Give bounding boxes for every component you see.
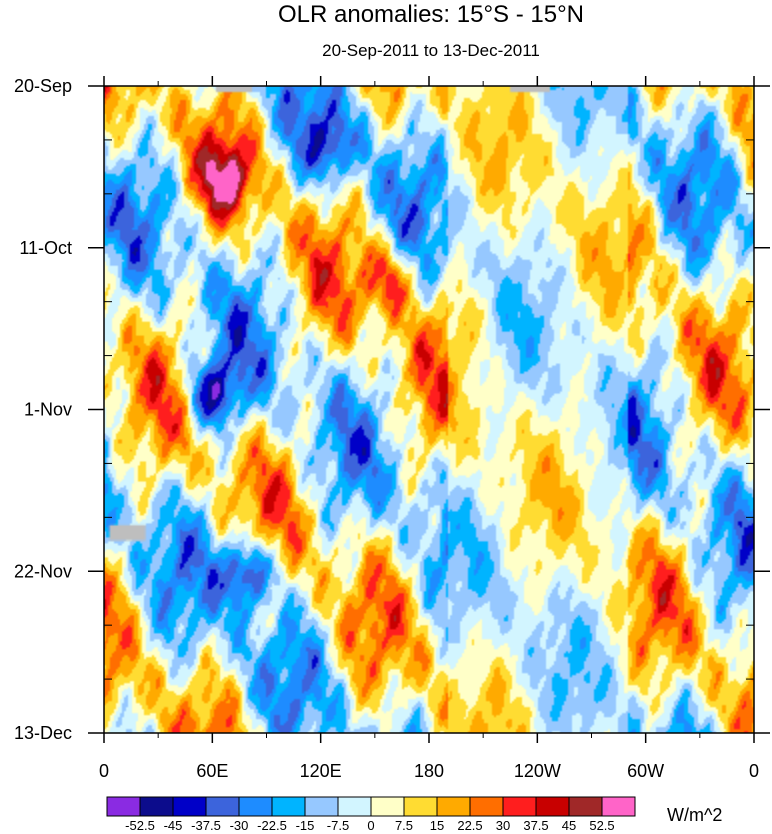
colorbar-label: 7.5 (395, 818, 413, 833)
x-tick-label: 60E (196, 761, 228, 781)
colorbar-label: -7.5 (327, 818, 349, 833)
colorbar-label: -45 (164, 818, 183, 833)
units-label: W/m^2 (667, 805, 722, 825)
colorbar-swatch (370, 796, 405, 817)
chart-subtitle: 20-Sep-2011 to 13-Dec-2011 (322, 41, 540, 60)
colorbar-swatch (568, 796, 603, 817)
y-tick-label: 13-Dec (14, 723, 72, 743)
colorbar-swatch (535, 796, 570, 817)
x-tick-label: 180 (414, 761, 444, 781)
colorbar-label: 37.5 (523, 818, 548, 833)
colorbar-swatch (502, 796, 537, 817)
colorbar-label: 45 (562, 818, 576, 833)
colorbar-swatch (106, 796, 141, 817)
olr-heatmap (104, 86, 754, 733)
x-tick-label: 120W (514, 761, 561, 781)
x-tick-label: 120E (300, 761, 342, 781)
colorbar-swatch (304, 796, 339, 817)
colorbar-swatch (403, 796, 438, 817)
y-axis: 20-Sep 11-Oct 1-Nov 22-Nov 13-Dec (14, 76, 770, 743)
colorbar-label: -37.5 (191, 818, 221, 833)
colorbar-label: -22.5 (257, 818, 287, 833)
colorbar-label: 22.5 (457, 818, 482, 833)
x-tick-label: 0 (99, 761, 109, 781)
colorbar-label: -30 (230, 818, 249, 833)
colorbar: -52.5 -45 -37.5 -30 -22.5 -15 -7.5 0 7.5 15 22.5 30… (106, 796, 636, 833)
x-tick-label: 0 (749, 761, 759, 781)
colorbar-swatch (601, 796, 636, 817)
colorbar-swatch (172, 796, 207, 817)
colorbar-swatch (271, 796, 306, 817)
colorbar-label: 15 (430, 818, 444, 833)
colorbar-label: -52.5 (125, 818, 155, 833)
colorbar-swatch (337, 796, 372, 817)
chart-title: OLR anomalies: 15°S - 15°N (278, 1, 584, 28)
y-tick-label: 22-Nov (14, 561, 72, 581)
colorbar-label: 0 (367, 818, 374, 833)
colorbar-label: 30 (496, 818, 510, 833)
x-tick-label: 60W (627, 761, 664, 781)
y-tick-label: 20-Sep (14, 76, 72, 96)
y-tick-label: 11-Oct (19, 238, 72, 258)
colorbar-swatch (469, 796, 504, 817)
colorbar-swatch (436, 796, 471, 817)
colorbar-label: 52.5 (589, 818, 614, 833)
colorbar-label: -15 (296, 818, 315, 833)
colorbar-swatch (139, 796, 174, 817)
colorbar-swatch (205, 796, 240, 817)
x-axis: 0 60E 120E 180 120W 60W 0 (99, 76, 759, 781)
y-tick-label: 1-Nov (24, 400, 72, 420)
plot-area (104, 86, 754, 733)
colorbar-swatch (238, 796, 273, 817)
